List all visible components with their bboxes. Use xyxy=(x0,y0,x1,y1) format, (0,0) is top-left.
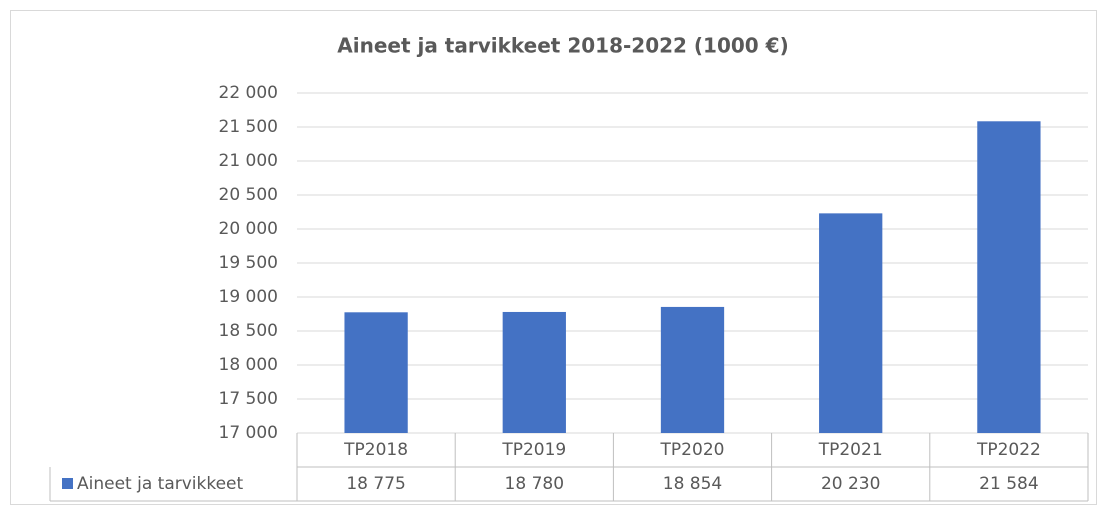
legend-label: Aineet ja tarvikkeet xyxy=(77,474,244,494)
x-tick-label: TP2018 xyxy=(343,440,408,460)
bar xyxy=(344,312,408,433)
y-tick-label: 22 000 xyxy=(219,83,278,103)
value-label: 18 854 xyxy=(663,474,722,494)
x-tick-label: TP2020 xyxy=(660,440,725,460)
value-label: 18 780 xyxy=(505,474,564,494)
x-tick-label: TP2022 xyxy=(976,440,1041,460)
y-tick-label: 17 000 xyxy=(219,423,278,443)
y-tick-label: 19 000 xyxy=(219,287,278,307)
y-tick-label: 21 500 xyxy=(219,117,278,137)
y-tick-label: 19 500 xyxy=(219,253,278,273)
value-label: 21 584 xyxy=(979,474,1038,494)
y-tick-label: 18 500 xyxy=(219,321,278,341)
y-tick-label: 20 500 xyxy=(219,185,278,205)
bar xyxy=(819,213,883,433)
y-tick-label: 20 000 xyxy=(219,219,278,239)
x-tick-label: TP2021 xyxy=(818,440,883,460)
value-label: 18 775 xyxy=(346,474,405,494)
bar xyxy=(977,121,1041,434)
legend-key xyxy=(62,478,73,489)
bar xyxy=(660,306,725,433)
y-tick-label: 21 000 xyxy=(219,151,278,171)
bar xyxy=(502,311,566,433)
x-tick-label: TP2019 xyxy=(501,440,566,460)
y-tick-label: 18 000 xyxy=(219,355,278,375)
chart-title: Aineet ja tarvikkeet 2018-2022 (1000 €) xyxy=(337,34,788,58)
y-tick-label: 17 500 xyxy=(219,389,278,409)
value-label: 20 230 xyxy=(821,474,880,494)
